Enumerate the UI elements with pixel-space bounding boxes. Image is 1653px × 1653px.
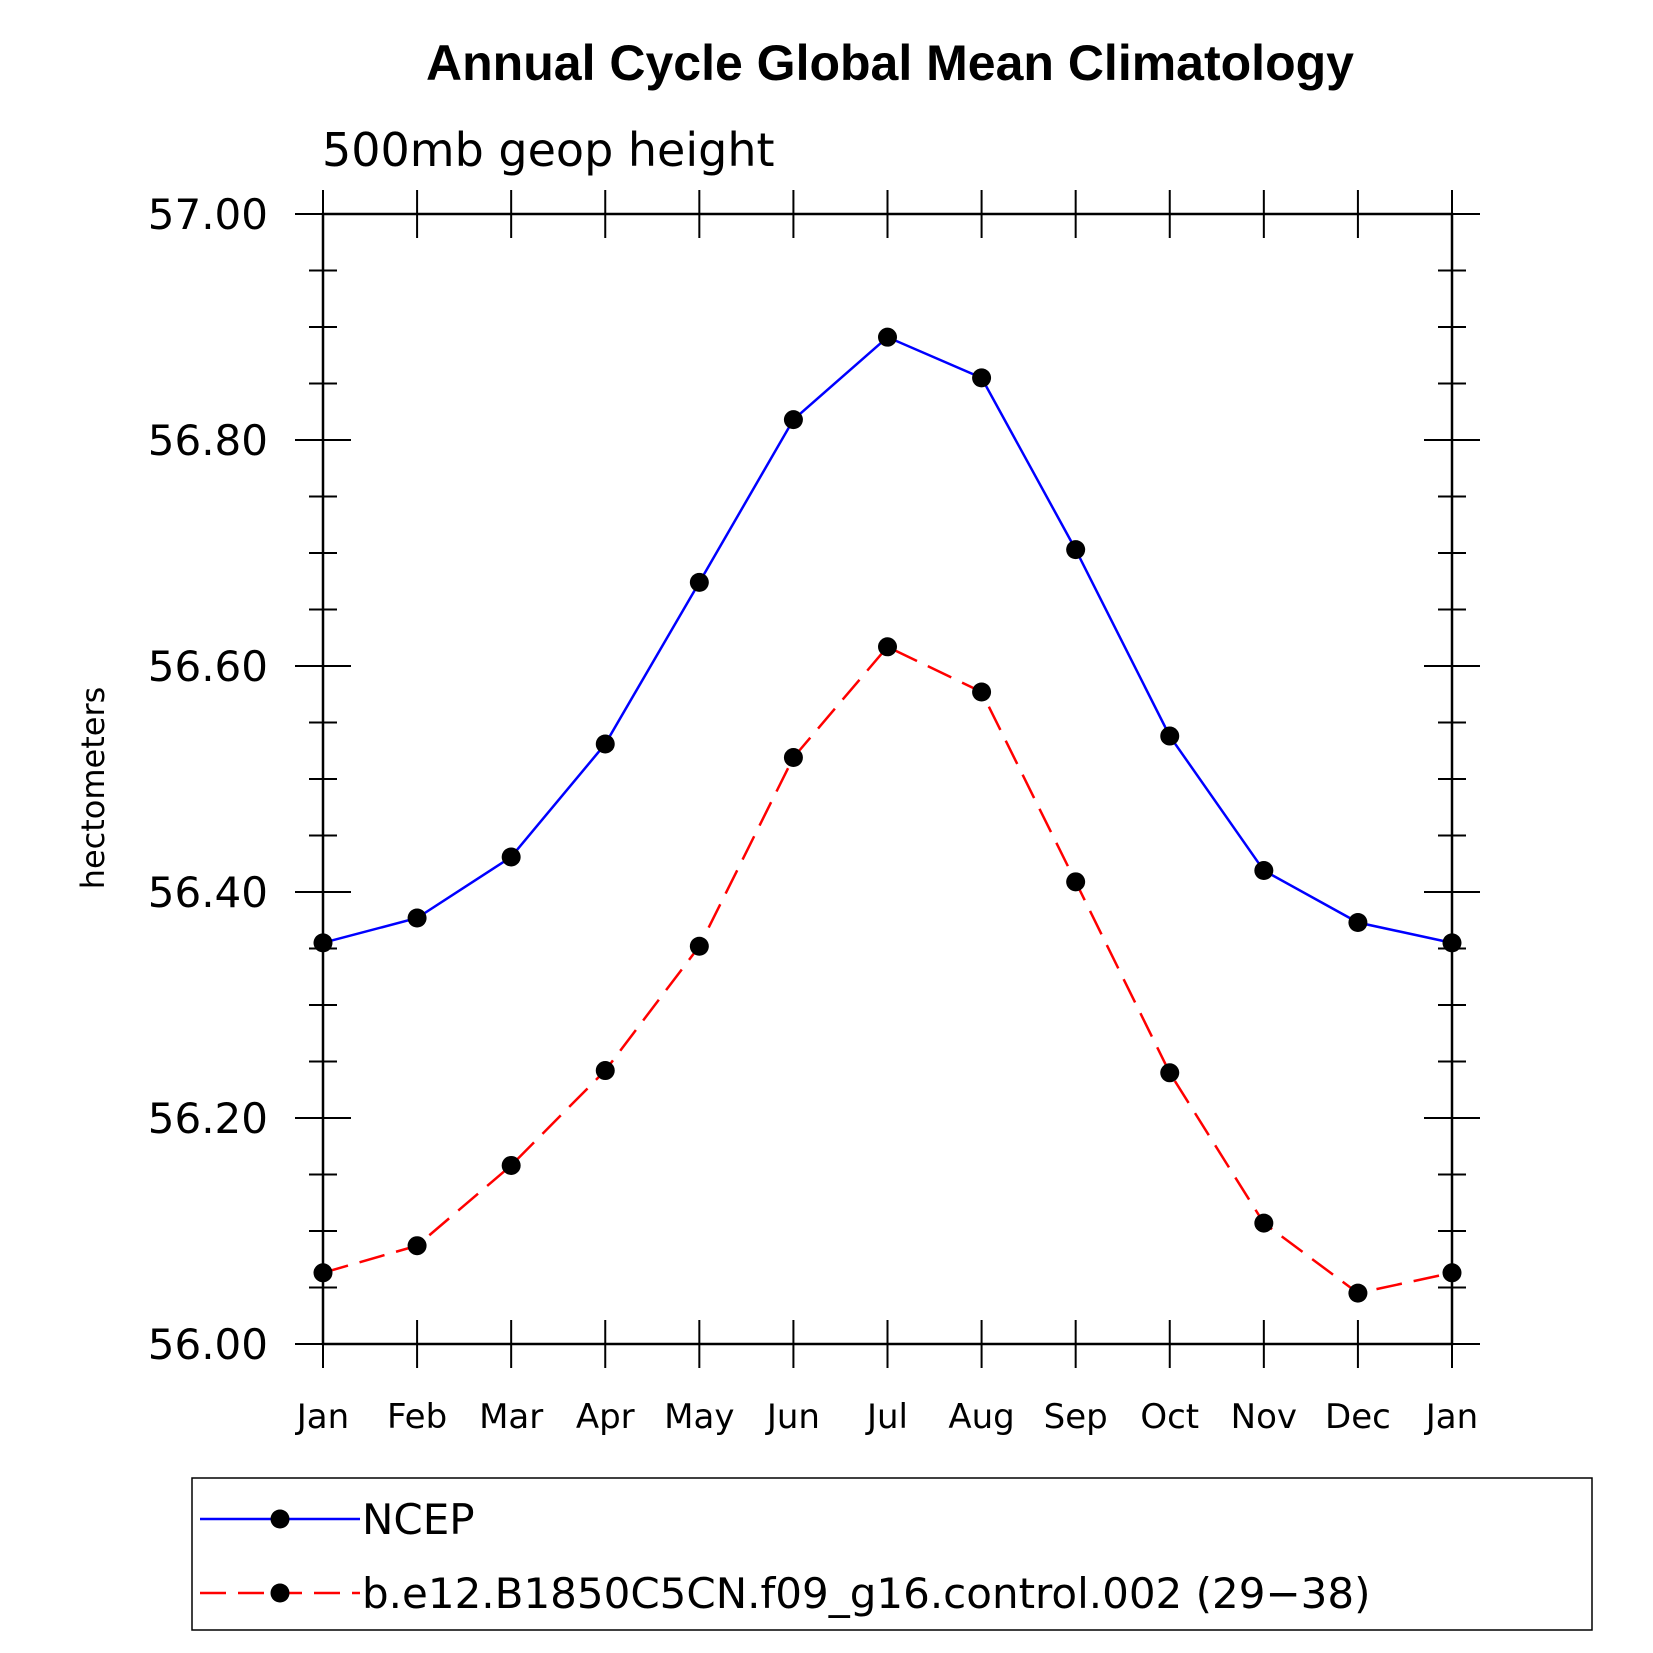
series-2-point [407,1236,427,1256]
x-tick-label: May [664,1397,734,1437]
x-tick-label: Sep [1044,1397,1108,1437]
series-1-point [595,734,615,754]
plot-area [313,327,1462,1303]
series-1-point [1442,933,1462,953]
legend-label-2: b.e12.B1850C5CN.f09_g16.control.002 (29−… [362,1569,1370,1618]
x-tick-label: Jan [1424,1397,1478,1437]
series-2-point [1066,872,1086,892]
series-2-point [783,748,803,768]
x-tick-label: Jan [295,1397,349,1437]
series-2-point [595,1061,615,1081]
x-tick-label: Feb [387,1397,447,1437]
series-1-point [972,368,992,388]
x-tick-label: Dec [1325,1397,1391,1437]
y-tick-label: 56.20 [148,1094,268,1143]
series-2-point [972,682,992,702]
legend: NCEP b.e12.B1850C5CN.f09_g16.control.002 … [191,1477,1593,1631]
y-axis-label: hectometers [74,687,112,890]
axes: 56.00 56.20 56.40 56.60 56.80 57.00 Jan Feb Mar A… [148,190,1480,1437]
y-tick-label: 56.60 [148,642,268,691]
series-2-point [1348,1283,1368,1303]
series-1-point [1160,726,1180,746]
series-1-point [1254,861,1274,881]
y-tick-label: 57.00 [148,190,268,239]
x-tick-label: Jun [765,1397,820,1437]
x-tick-label: Mar [479,1397,543,1437]
y-tick-label: 56.40 [148,868,268,917]
series-2-point [1442,1263,1462,1283]
series-2-point [878,637,897,657]
y-tick-label: 56.80 [148,416,268,465]
y-tick-label: 56.00 [148,1320,268,1369]
series-2-point [689,936,709,956]
legend-marker-1 [270,1509,290,1529]
series-1-point [1348,913,1368,933]
series-1-point [783,410,803,430]
series-2-point [501,1155,521,1175]
legend-marker-2 [270,1583,290,1603]
x-tick-label: Jul [865,1397,908,1437]
x-tick-label: Oct [1140,1397,1199,1437]
series-2-point [1254,1213,1274,1233]
x-tick-label: Nov [1231,1397,1297,1437]
series-line-2 [322,645,1453,1295]
series-1-point [1066,540,1086,560]
series-2-point [313,1263,333,1283]
legend-box [191,1477,1593,1631]
chart-title: Annual Cycle Global Mean Climatology [426,35,1354,91]
plot-frame [321,212,1454,1346]
series-1-point [878,327,897,347]
series-1-point [501,847,521,867]
series-2-point [1160,1063,1180,1083]
series-1-point [689,572,709,592]
legend-label-1: NCEP [362,1495,475,1544]
series-1-point [407,908,427,928]
x-tick-label: Apr [576,1397,635,1437]
chart-subtitle: 500mb geop height [322,123,775,177]
series-1-point [313,933,333,953]
x-tick-label: Aug [948,1397,1014,1437]
